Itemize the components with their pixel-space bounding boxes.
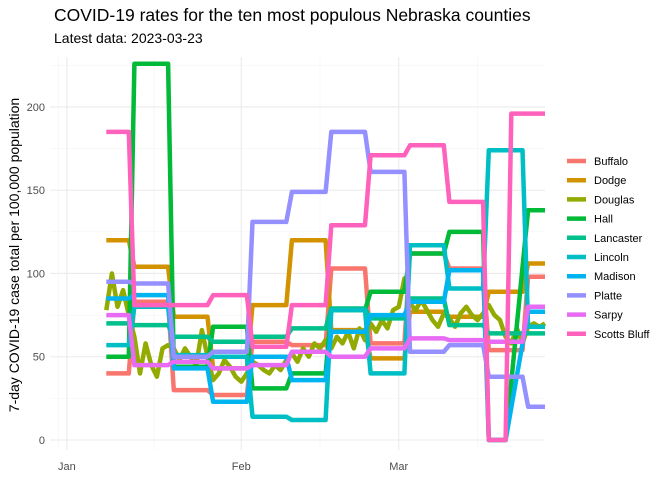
legend-label: Buffalo <box>594 156 628 168</box>
x-tick-labels: Jan Feb Mar <box>58 461 409 473</box>
chart-subtitle: Latest data: 2023-03-23 <box>54 30 203 46</box>
y-tick-label: 100 <box>27 268 45 280</box>
legend-label: Scotts Bluff <box>594 329 650 341</box>
legend-label: Sarpy <box>594 310 623 322</box>
legend-label: Hall <box>594 214 613 226</box>
y-tick-label: 0 <box>39 435 45 447</box>
y-tick-label: 50 <box>33 352 45 364</box>
grid-lines <box>50 57 545 450</box>
series-line-platte <box>106 129 545 409</box>
y-tick-labels: 0 50 100 150 200 <box>27 102 45 447</box>
x-tick-label: Feb <box>232 461 251 473</box>
y-tick-label: 150 <box>27 185 45 197</box>
x-tick-label: Jan <box>58 461 76 473</box>
legend-label: Madison <box>594 271 636 283</box>
y-tick-label: 200 <box>27 102 45 114</box>
series-lines <box>104 61 547 443</box>
x-tick-label: Mar <box>389 461 408 473</box>
legend-label: Dodge <box>594 175 626 187</box>
legend-label: Lancaster <box>594 233 643 245</box>
chart-title: COVID-19 rates for the ten most populous… <box>54 5 531 25</box>
legend: Buffalo Dodge Douglas Hall Lancaster Lincoln M… <box>567 156 650 341</box>
legend-label: Douglas <box>594 194 635 206</box>
legend-label: Lincoln <box>594 252 629 264</box>
legend-label: Platte <box>594 290 622 302</box>
series-line-scotts-bluff <box>106 111 545 443</box>
series-line-sarpy <box>106 304 545 371</box>
